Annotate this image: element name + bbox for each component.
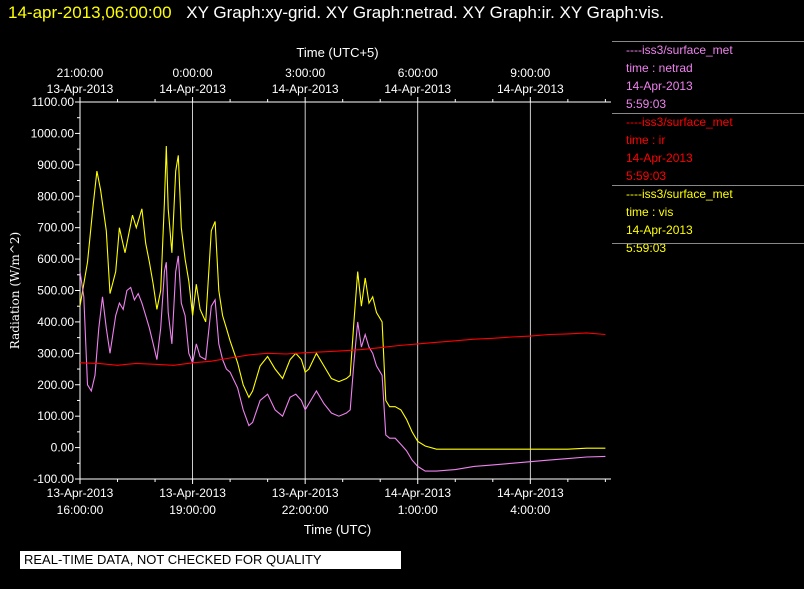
legend-date: 14-Apr-2013 xyxy=(626,79,693,93)
x-axis-title: Time (UTC) xyxy=(304,522,371,537)
y-tick-label: 500.00 xyxy=(37,284,74,298)
x-tick-time-label: 16:00:00 xyxy=(57,503,104,517)
legend-time: 5:59:03 xyxy=(626,241,667,255)
y-tick-label: -100.00 xyxy=(33,472,74,486)
y-tick-label: 800.00 xyxy=(37,189,74,203)
y-tick-label: 900.00 xyxy=(37,158,74,172)
legend-source: ----iss3/surface_met xyxy=(626,115,733,129)
legend-variable: time : ir xyxy=(626,133,666,147)
legend-separator xyxy=(612,41,804,42)
y-tick-label: 300.00 xyxy=(37,346,74,360)
x-tick-time-label: 22:00:00 xyxy=(282,503,329,517)
y-tick-label: 700.00 xyxy=(37,221,74,235)
series-line xyxy=(79,145,606,450)
x2-tick-time-label: 3:00:00 xyxy=(285,66,325,80)
x-tick-time-label: 4:00:00 xyxy=(510,503,550,517)
x-tick-date-label: 13-Apr-2013 xyxy=(159,486,226,500)
x2-tick-time-label: 0:00:00 xyxy=(173,66,213,80)
legend-source: ----iss3/surface_met xyxy=(626,43,733,57)
legend-separator xyxy=(612,113,804,114)
y-tick-label: 400.00 xyxy=(37,315,74,329)
series-line xyxy=(79,255,606,472)
x2-tick-date-label: 14-Apr-2013 xyxy=(272,82,339,96)
y-tick-label: 600.00 xyxy=(37,252,74,266)
series-line xyxy=(79,332,606,366)
x-tick-time-label: 1:00:00 xyxy=(398,503,438,517)
graph-list-title: XY Graph:xy-grid. XY Graph:netrad. XY Gr… xyxy=(186,3,665,22)
legend-source: ----iss3/surface_met xyxy=(626,187,733,201)
legend-variable: time : netrad xyxy=(626,61,693,75)
x2-tick-date-label: 13-Apr-2013 xyxy=(47,82,114,96)
y-tick-label: 200.00 xyxy=(37,378,74,392)
legend-date: 14-Apr-2013 xyxy=(626,223,693,237)
x2-tick-time-label: 9:00:00 xyxy=(510,66,550,80)
timestamp-title: 14-apr-2013,06:00:00 xyxy=(8,3,172,22)
legend-separator xyxy=(612,185,804,186)
x2-tick-date-label: 14-Apr-2013 xyxy=(159,82,226,96)
x2-tick-time-label: 21:00:00 xyxy=(57,66,104,80)
legend-variable: time : vis xyxy=(626,205,674,219)
y-tick-label: 1000.00 xyxy=(31,126,75,140)
y-axis-title: Radiation (W/m^2) xyxy=(8,232,22,349)
legend-time: 5:59:03 xyxy=(626,97,667,111)
x2-tick-date-label: 14-Apr-2013 xyxy=(497,82,564,96)
x-tick-date-label: 13-Apr-2013 xyxy=(47,486,114,500)
legend-separator xyxy=(612,243,804,244)
legend-time: 5:59:03 xyxy=(626,169,667,183)
x-tick-date-label: 13-Apr-2013 xyxy=(272,486,339,500)
x2-tick-time-label: 6:00:00 xyxy=(398,66,438,80)
legend-date: 14-Apr-2013 xyxy=(626,151,693,165)
graph-title-bar: 14-apr-2013,06:00:00 XY Graph:xy-grid. X… xyxy=(8,3,664,23)
y-tick-label: 1100.00 xyxy=(32,95,75,109)
quality-disclaimer: REAL-TIME DATA, NOT CHECKED FOR QUALITY xyxy=(20,551,401,569)
x-tick-date-label: 14-Apr-2013 xyxy=(497,486,564,500)
x2-tick-date-label: 14-Apr-2013 xyxy=(384,82,451,96)
x2-axis-title: Time (UTC+5) xyxy=(296,45,378,60)
x-tick-date-label: 14-Apr-2013 xyxy=(384,486,451,500)
y-tick-label: 100.00 xyxy=(37,409,74,423)
x-tick-time-label: 19:00:00 xyxy=(169,503,216,517)
y-tick-label: 0.00 xyxy=(51,441,75,455)
